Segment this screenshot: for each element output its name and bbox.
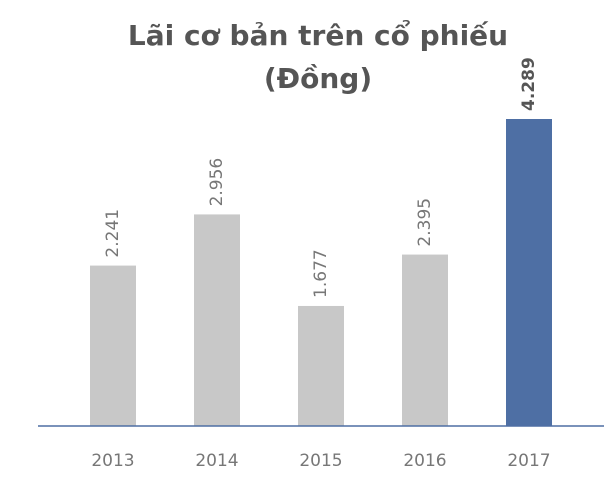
x-tick-label: 2013 [91,451,134,471]
x-tick-label: 2017 [507,451,550,471]
data-label: 2.956 [207,158,227,207]
bar [402,254,448,426]
bar [194,214,240,426]
data-label: 1.677 [311,249,331,298]
chart-title: Lãi cơ bản trên cổ phiếu [128,18,508,52]
bar [298,305,344,426]
chart-subtitle: (Đồng) [264,62,372,95]
bar [506,119,552,426]
data-label: 2.241 [103,209,123,258]
x-tick-label: 2014 [195,451,238,471]
x-tick-label: 2016 [403,451,446,471]
data-label: 4.289 [519,57,539,111]
bar [90,265,136,426]
data-label: 2.395 [415,198,435,247]
x-tick-label: 2015 [299,451,342,471]
